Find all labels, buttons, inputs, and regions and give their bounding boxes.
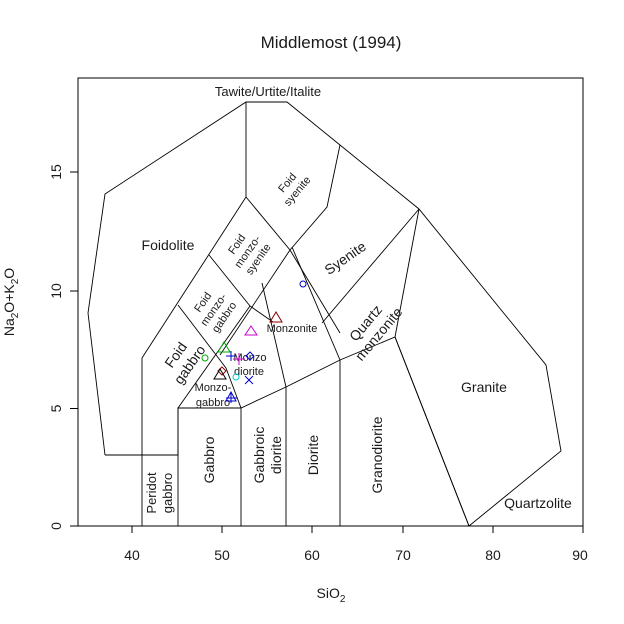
x-tick-label: 90 bbox=[572, 547, 588, 563]
chart-title: Middlemost (1994) bbox=[261, 33, 402, 52]
data-point bbox=[299, 280, 307, 288]
y-axis bbox=[70, 171, 78, 527]
data-point bbox=[213, 368, 227, 380]
x-tick-label: 40 bbox=[124, 547, 140, 563]
data-point bbox=[201, 354, 209, 362]
field-boundaries bbox=[87, 101, 562, 527]
x-tick-label: 70 bbox=[395, 547, 411, 563]
data-point bbox=[245, 351, 255, 361]
x-tick-label: 80 bbox=[485, 547, 501, 563]
y-axis-label: Na2O+K2O bbox=[1, 268, 21, 336]
field-label-foid-gabbro: Foidgabbro bbox=[157, 332, 209, 387]
data-point bbox=[244, 325, 258, 336]
field-label-granite: Granite bbox=[461, 379, 507, 395]
field-label-peridot-gabbro: Peridotgabbro bbox=[144, 472, 175, 514]
x-tick-label: 50 bbox=[214, 547, 230, 563]
field-label-syenite: Syenite bbox=[321, 238, 369, 278]
data-point bbox=[226, 393, 237, 403]
x-tick-label: 60 bbox=[304, 547, 320, 563]
field-label-foid-syenite: Foidsyenite bbox=[272, 166, 314, 209]
field-label-monzo-gabbro: Monzo-gabbro bbox=[195, 382, 232, 409]
field-label-gabbro: Gabbro bbox=[201, 436, 217, 483]
data-point bbox=[244, 375, 254, 385]
plot-area bbox=[77, 77, 584, 527]
data-point bbox=[217, 341, 231, 353]
field-label-gabbroic-diorite: Gabbroicdiorite bbox=[251, 427, 284, 484]
y-tick-label: 15 bbox=[48, 164, 64, 180]
field-label-granodiorite: Granodiorite bbox=[369, 416, 385, 493]
x-axis-label: SiO2 bbox=[317, 585, 346, 605]
data-point bbox=[233, 353, 245, 365]
data-points bbox=[201, 280, 307, 403]
data-point bbox=[269, 311, 283, 323]
field-label-monzo-diorite: Monzo diorite bbox=[233, 352, 266, 378]
field-label-quartzolite: Quartzolite bbox=[504, 495, 572, 511]
field-label-monzonite: Monzonite bbox=[267, 323, 318, 335]
data-point bbox=[232, 373, 240, 381]
y-tick-label: 10 bbox=[48, 283, 64, 299]
y-tick-label: 0 bbox=[48, 522, 64, 530]
field-label-diorite: Diorite bbox=[305, 435, 321, 476]
y-tick-label: 5 bbox=[48, 404, 64, 412]
field-label-foid-monzo-syenite: Foidmonzo-syenite bbox=[222, 226, 274, 278]
field-label-foidolite: Foidolite bbox=[142, 237, 195, 253]
field-label-quartz-monzonite: Quartzmonzonite bbox=[339, 293, 406, 364]
x-axis bbox=[131, 526, 584, 533]
data-point bbox=[226, 351, 236, 361]
field-label-tawite: Tawite/Urtite/Italite bbox=[215, 84, 321, 99]
